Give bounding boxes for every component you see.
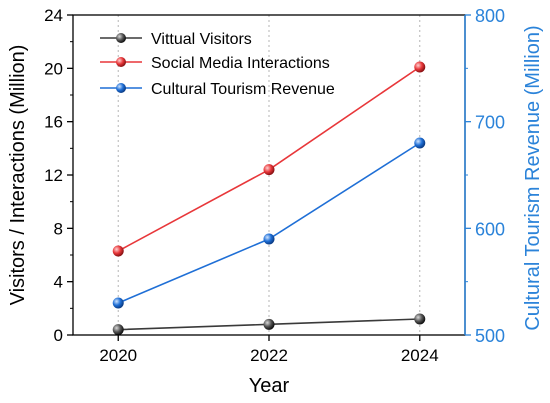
- series-1-point-1: [263, 164, 275, 176]
- series-1-point-0: [112, 245, 124, 257]
- legend-item-1: Social Media Interactions: [100, 55, 330, 72]
- series-2-point-2: [414, 137, 426, 149]
- x-axis-title: Year: [249, 375, 290, 397]
- y-axis-title-right: Cultural Tourism Revenue (Million): [522, 25, 544, 330]
- legend-label-0: Vittual Visitors: [151, 31, 252, 48]
- y-right-tick-label-3: 800: [475, 6, 505, 26]
- y-right-tick-label-2: 700: [475, 113, 505, 133]
- y-right-tick-label-0: 500: [475, 326, 505, 346]
- y-left-tick-label-0: 0: [54, 326, 63, 345]
- series-1-point-2: [414, 61, 426, 73]
- y-right-tick-label-1: 600: [475, 219, 505, 239]
- x-tick-label-0: 2020: [99, 346, 137, 365]
- legend: Vittual Visitors Social Media Interactio…: [100, 31, 335, 98]
- series-0-point-0: [112, 324, 124, 336]
- series-0-point-2: [414, 313, 426, 325]
- legend-marker-1: [116, 57, 126, 67]
- series-2-point-0: [112, 297, 124, 309]
- y-left-tick-label-6: 24: [44, 6, 63, 25]
- y-left-tick-label-1: 4: [54, 273, 63, 292]
- legend-marker-0: [116, 33, 126, 43]
- legend-label-2: Cultural Tourism Revenue: [151, 81, 335, 98]
- legend-item-2: Cultural Tourism Revenue: [100, 81, 335, 98]
- series-2-point-1: [263, 233, 275, 245]
- y-left-tick-label-3: 12: [44, 166, 63, 185]
- series-0-point-1: [263, 318, 275, 330]
- legend-marker-2: [116, 83, 126, 93]
- y-left-tick-label-4: 16: [44, 113, 63, 132]
- x-tick-label-1: 2022: [250, 346, 288, 365]
- legend-item-0: Vittual Visitors: [100, 31, 252, 48]
- y-axis-title-left: Visitors / Interactions (Million): [7, 45, 29, 306]
- y-left-tick-label-2: 8: [54, 219, 63, 238]
- y-left-tick-label-5: 20: [44, 59, 63, 78]
- legend-label-1: Social Media Interactions: [151, 55, 330, 72]
- series-layer: [112, 61, 426, 336]
- x-tick-label-2: 2024: [401, 346, 439, 365]
